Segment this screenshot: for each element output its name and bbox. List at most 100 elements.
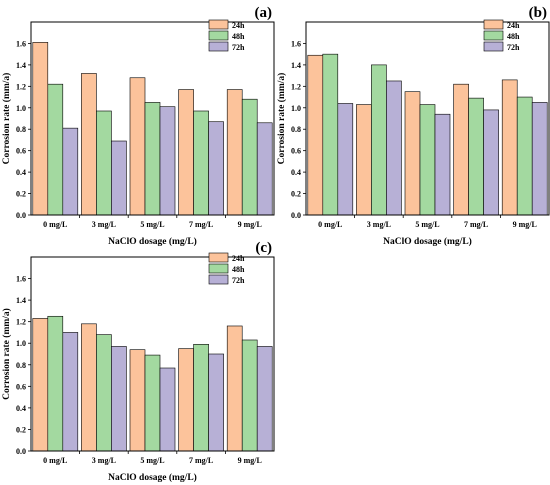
y-tick-label: 0.4: [291, 168, 301, 177]
legend-swatch-72h: [483, 41, 504, 52]
bar-24h-0mgL: [32, 42, 49, 216]
legend-label-48h: 48h: [507, 32, 520, 41]
legend: 24h 48h 72h: [208, 19, 245, 52]
bar-72h-9mgL: [256, 122, 273, 216]
y-tick-label: 0.0: [16, 211, 26, 220]
legend-swatch-72h: [208, 41, 229, 52]
y-tick-label: 1.2: [16, 318, 26, 327]
panel-label: (c): [255, 240, 272, 256]
x-axis-label: NaClO dosage (mg/L): [108, 472, 197, 483]
panel-label: (a): [255, 5, 273, 21]
legend-swatch-24h: [483, 19, 504, 30]
bar-48h-9mgL: [516, 96, 533, 216]
panel-label: (b): [529, 5, 547, 21]
y-axis-label: Corrosion rate (mm/a): [1, 308, 12, 400]
legend-swatch-24h: [208, 19, 229, 30]
y-tick-label: 1.6: [16, 39, 26, 48]
legend-label-72h: 72h: [507, 43, 520, 52]
y-tick-label: 0.0: [291, 211, 301, 220]
bar-48h-5mgL: [144, 102, 161, 216]
x-tick-label: 3 mg/L: [367, 220, 391, 229]
y-axis-label: Corrosion rate (mm/a): [1, 73, 12, 165]
legend-label-48h: 48h: [232, 265, 245, 274]
y-tick-label: 0.4: [16, 404, 26, 413]
y-tick-label: 0.0: [16, 447, 26, 456]
bar-24h-3mgL: [81, 323, 97, 452]
legend-label-24h: 24h: [232, 21, 245, 30]
bar-48h-7mgL: [193, 110, 209, 216]
y-tick-label: 1.0: [16, 339, 26, 348]
y-tick-label: 0.6: [291, 147, 301, 156]
legend-swatch-72h: [208, 274, 229, 285]
bar-72h-5mgL: [159, 106, 176, 216]
legend-label-72h: 72h: [232, 43, 245, 52]
bar-48h-0mgL: [47, 315, 64, 452]
x-tick-label: 3 mg/L: [92, 220, 116, 229]
legend-swatch-48h: [208, 30, 229, 41]
bar-48h-3mgL: [96, 334, 112, 452]
y-tick-label: 1.6: [291, 39, 301, 48]
legend: 24h 48h 72h: [208, 252, 245, 285]
x-tick-label: 7 mg/L: [189, 220, 213, 229]
y-tick-label: 1.6: [16, 275, 26, 284]
bar-24h-5mgL: [404, 91, 421, 216]
bar-24h-9mgL: [226, 325, 243, 452]
bar-72h-9mgL: [256, 346, 273, 452]
chart-panel-3: 0 mg/L 3 mg/L 5 mg/L 7 mg/L 9 mg/L 0.0 0.2 0.4 0…: [1, 240, 275, 483]
x-tick-label: 0 mg/L: [318, 220, 342, 229]
bar-24h-0mgL: [32, 318, 49, 452]
x-tick-label: 9 mg/L: [238, 456, 262, 465]
y-tick-label: 1.0: [16, 104, 26, 113]
bar-72h-3mgL: [111, 140, 127, 216]
legend-label-72h: 72h: [232, 276, 245, 285]
y-tick-label: 0.6: [16, 382, 26, 391]
y-axis-label: Corrosion rate (mm/a): [276, 73, 287, 165]
y-tick-label: 1.0: [291, 104, 301, 113]
legend-label-24h: 24h: [232, 254, 245, 263]
bar-72h-7mgL: [208, 121, 224, 216]
legend-label-48h: 48h: [232, 32, 245, 41]
x-tick-label: 3 mg/L: [92, 456, 116, 465]
x-tick-label: 0 mg/L: [43, 456, 67, 465]
bar-24h-3mgL: [356, 104, 372, 216]
bar-48h-9mgL: [241, 339, 258, 452]
bar-24h-5mgL: [129, 77, 146, 216]
bar-72h-9mgL: [531, 102, 548, 216]
chart-panel-2: 0 mg/L 3 mg/L 5 mg/L 7 mg/L 9 mg/L 0.0 0.2 0.4 0…: [276, 5, 550, 247]
plot-frame: [30, 21, 275, 216]
bar-24h-7mgL: [178, 348, 194, 452]
bar-72h-7mgL: [208, 353, 224, 452]
x-tick-label: 7 mg/L: [189, 456, 213, 465]
bar-24h-5mgL: [129, 349, 146, 452]
y-tick-label: 0.4: [16, 168, 26, 177]
y-tick-label: 0.2: [16, 425, 26, 434]
x-tick-label: 9 mg/L: [238, 220, 262, 229]
plot-frame: [305, 21, 550, 216]
y-tick-label: 0.2: [291, 190, 301, 199]
legend-swatch-48h: [208, 263, 229, 274]
y-tick-label: 1.4: [16, 61, 26, 70]
bar-24h-3mgL: [81, 73, 97, 216]
bar-48h-7mgL: [193, 343, 209, 452]
y-tick-label: 1.2: [291, 82, 301, 91]
y-tick-label: 1.2: [16, 82, 26, 91]
y-tick-label: 1.4: [16, 296, 26, 305]
bar-72h-0mgL: [62, 127, 79, 216]
bar-24h-9mgL: [501, 79, 518, 216]
y-tick-label: 0.6: [16, 147, 26, 156]
bar-72h-7mgL: [483, 109, 499, 216]
bar-48h-3mgL: [96, 110, 112, 216]
x-axis-label: NaClO dosage (mg/L): [108, 236, 197, 247]
bar-48h-7mgL: [468, 97, 484, 216]
bar-48h-3mgL: [371, 64, 387, 216]
x-tick-label: 5 mg/L: [140, 456, 164, 465]
bar-72h-3mgL: [111, 346, 127, 452]
bar-48h-9mgL: [241, 98, 258, 216]
x-axis-label: NaClO dosage (mg/L): [383, 236, 472, 247]
bar-48h-0mgL: [322, 53, 339, 216]
chart-panel-1: 0 mg/L 3 mg/L 5 mg/L 7 mg/L 9 mg/L 0.0 0.2 0.4 0…: [1, 5, 275, 247]
legend-swatch-24h: [208, 252, 229, 263]
y-tick-label: 0.8: [16, 125, 26, 134]
legend-label-24h: 24h: [507, 21, 520, 30]
